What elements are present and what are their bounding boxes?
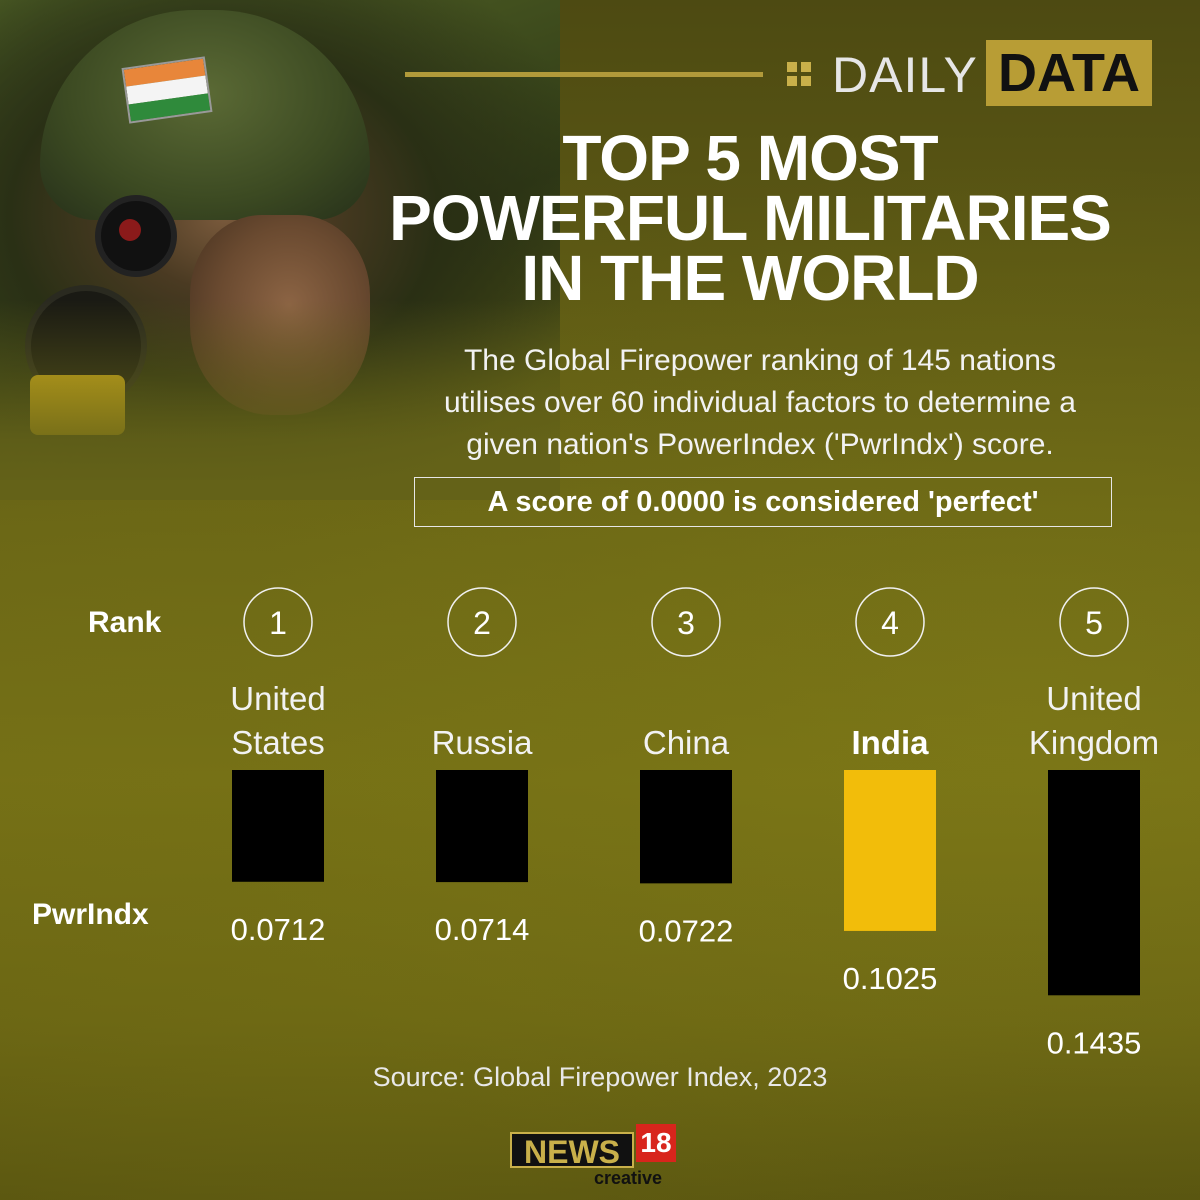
category-label: China — [643, 724, 730, 761]
value-label: 0.1025 — [843, 961, 938, 996]
bar — [844, 770, 936, 931]
rank-number: 1 — [269, 605, 287, 641]
logo-creative: creative — [594, 1168, 663, 1188]
logo-number: 18 — [636, 1124, 676, 1162]
header-rule — [405, 72, 763, 77]
bar — [436, 770, 528, 883]
rifle-scope — [95, 195, 177, 277]
rank-circle — [243, 587, 313, 657]
bar — [1048, 770, 1140, 996]
page-title: TOP 5 MOST POWERFUL MILITARIES IN THE WO… — [310, 122, 1190, 314]
bar — [232, 770, 324, 882]
rank-number: 5 — [1085, 605, 1103, 641]
pwrindx-row-label: PwrIndx — [32, 898, 149, 931]
value-label: 0.1435 — [1047, 1025, 1142, 1060]
brand-data-badge: DATA — [986, 40, 1152, 106]
news18-creative-logo: NEWS 18 creative — [510, 1122, 676, 1188]
grid-dots-icon — [787, 62, 811, 86]
category-label: States — [231, 724, 325, 761]
rank-number: 4 — [881, 605, 899, 641]
perfect-score-callout: A score of 0.0000 is considered 'perfect… — [414, 477, 1112, 527]
description: The Global Firepower ranking of 145 nati… — [360, 340, 1160, 466]
rank-circle — [447, 587, 517, 657]
value-label: 0.0714 — [435, 912, 530, 947]
rank-number: 3 — [677, 605, 695, 641]
logo-news: NEWS — [510, 1132, 634, 1170]
title-line: POWERFUL MILITARIES — [389, 182, 1112, 254]
value-label: 0.0712 — [231, 912, 326, 947]
source-note: Source: Global Firepower Index, 2023 — [372, 1062, 828, 1092]
description-line: given nation's PowerIndex ('PwrIndx') sc… — [466, 428, 1054, 461]
title-line: TOP 5 MOST — [562, 122, 938, 194]
rank-circle — [1059, 587, 1129, 657]
description-line: The Global Firepower ranking of 145 nati… — [463, 344, 1056, 377]
category-label: United — [1046, 680, 1141, 717]
rank-circle — [651, 587, 721, 657]
brand-daily: DAILY — [832, 47, 978, 103]
title-line: IN THE WORLD — [521, 242, 979, 314]
rank-number: 2 — [473, 605, 491, 641]
rank-circle — [855, 587, 925, 657]
description-line: utilises over 60 individual factors to d… — [444, 386, 1076, 419]
soldier-photo — [0, 0, 560, 500]
category-label: India — [851, 724, 929, 761]
rank-row-label: Rank — [88, 606, 162, 639]
category-label: United — [230, 680, 325, 717]
photo-fade — [0, 300, 560, 500]
category-label: Russia — [432, 724, 534, 761]
value-label: 0.0722 — [639, 913, 734, 948]
category-label: Kingdom — [1029, 724, 1159, 761]
bar — [640, 770, 732, 884]
